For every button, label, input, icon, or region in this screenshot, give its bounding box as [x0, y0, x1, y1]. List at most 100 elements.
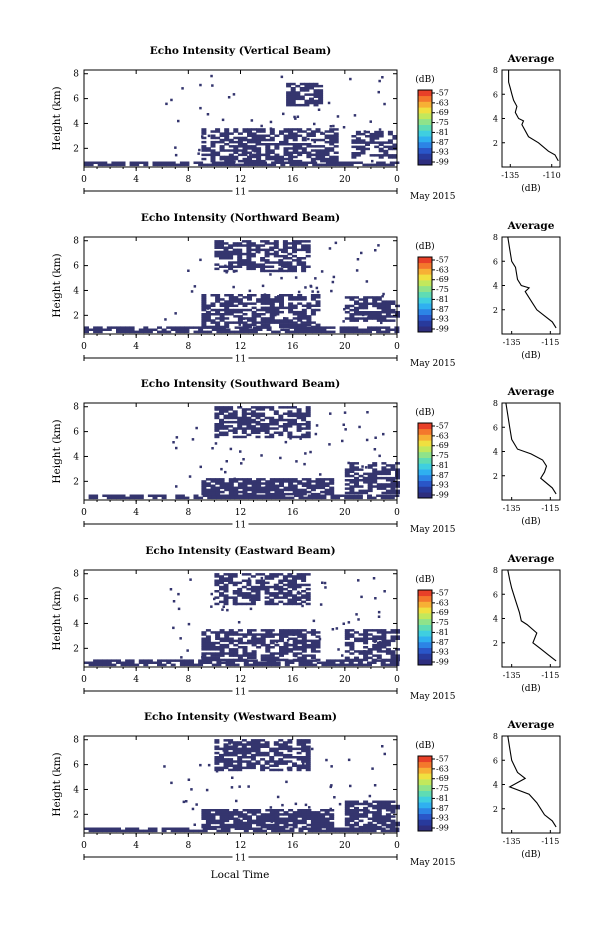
echo-cell	[265, 633, 271, 636]
echo-cell	[283, 157, 289, 161]
echo-cell	[273, 596, 279, 599]
echo-cell	[349, 811, 355, 814]
echo-cell	[237, 298, 243, 301]
echo-cell	[274, 157, 280, 161]
echo-cell	[318, 95, 324, 98]
x-tick-label: 0	[81, 175, 87, 185]
echo-cell	[344, 496, 350, 500]
echo-cell	[321, 581, 324, 584]
echo-cell	[269, 635, 275, 638]
echo-cell	[202, 827, 208, 830]
echo-cell	[111, 496, 117, 500]
echo-cell	[310, 492, 316, 496]
echo-cell	[170, 781, 173, 785]
echo-cell	[232, 753, 238, 757]
echo-cell	[246, 250, 252, 254]
echo-cell	[232, 766, 238, 770]
echo-cell	[232, 760, 238, 763]
colorbar-tick-label: -81	[436, 794, 449, 803]
echo-cell	[224, 323, 230, 327]
echo-cell	[305, 594, 311, 597]
echo-cell	[251, 484, 257, 487]
echo-cell	[378, 640, 382, 644]
echo-cell	[255, 592, 261, 595]
echo-cell	[282, 418, 288, 422]
echo-cell	[289, 827, 295, 830]
echo-cell	[315, 151, 321, 154]
echo-cell	[152, 496, 158, 500]
echo-cell	[323, 817, 327, 820]
colorbar-segment	[418, 607, 432, 614]
echo-cell	[360, 251, 363, 255]
echo-cell	[241, 753, 247, 757]
echo-cell	[228, 480, 234, 483]
echo-cell	[157, 163, 162, 167]
echo-cell	[321, 663, 327, 667]
echo-cell	[380, 330, 386, 334]
echo-cell	[287, 261, 293, 264]
echo-cell	[320, 817, 326, 820]
echo-cell	[374, 132, 380, 136]
echo-cell	[315, 478, 321, 481]
echo-cell	[367, 823, 373, 827]
echo-cell	[363, 646, 369, 649]
echo-cell	[283, 819, 289, 823]
echo-cell	[360, 141, 366, 144]
echo-cell	[152, 494, 158, 497]
echo-cell	[367, 811, 373, 814]
echo-cell	[269, 652, 275, 655]
echo-cell	[376, 811, 382, 814]
echo-cell	[279, 646, 284, 649]
echo-cell	[292, 585, 297, 589]
echo-cell	[282, 265, 288, 268]
echo-cell	[315, 639, 321, 643]
echo-cell	[273, 585, 279, 589]
echo-cell	[301, 648, 307, 651]
echo-cell	[292, 323, 298, 327]
echo-cell	[315, 643, 321, 647]
echo-cell	[367, 311, 373, 314]
echo-cell	[233, 304, 239, 307]
echo-cell	[237, 818, 241, 821]
echo-cell	[286, 767, 290, 770]
x-tick-label: 20	[339, 841, 351, 851]
echo-cell	[129, 659, 135, 662]
echo-cell	[265, 482, 271, 485]
echo-cell	[358, 819, 364, 823]
echo-cell	[260, 581, 266, 585]
echo-cell	[266, 496, 272, 500]
echo-cell	[175, 829, 181, 833]
echo-cell	[157, 326, 162, 329]
echo-cell	[369, 135, 375, 138]
echo-cell	[348, 161, 354, 164]
echo-cell	[304, 82, 310, 86]
echo-cell	[333, 132, 339, 135]
echo-cell	[88, 496, 94, 500]
x-tick-label: 16	[287, 175, 299, 185]
echo-cell	[214, 433, 220, 437]
echo-cell	[260, 240, 266, 243]
echo-cell	[390, 315, 396, 318]
echo-cell	[329, 482, 335, 485]
echo-cell	[246, 747, 252, 751]
echo-cell	[274, 484, 280, 487]
echo-cell	[296, 408, 302, 411]
echo-cell	[237, 646, 243, 649]
echo-cell	[301, 263, 307, 266]
echo-cell	[280, 75, 284, 79]
echo-cell	[251, 633, 257, 636]
echo-cell	[247, 151, 252, 154]
echo-cell	[305, 583, 311, 587]
echo-cell	[372, 654, 378, 657]
echo-cell	[232, 749, 238, 753]
echo-cell	[274, 310, 280, 314]
echo-cell	[376, 302, 382, 305]
echo-cell	[143, 663, 149, 667]
echo-cell	[301, 637, 307, 640]
echo-cell	[333, 136, 339, 140]
echo-cell	[344, 819, 350, 823]
colorbar-segment	[418, 601, 432, 608]
echo-cell	[234, 663, 240, 667]
echo-cell	[97, 827, 103, 830]
echo-cell	[242, 480, 248, 483]
